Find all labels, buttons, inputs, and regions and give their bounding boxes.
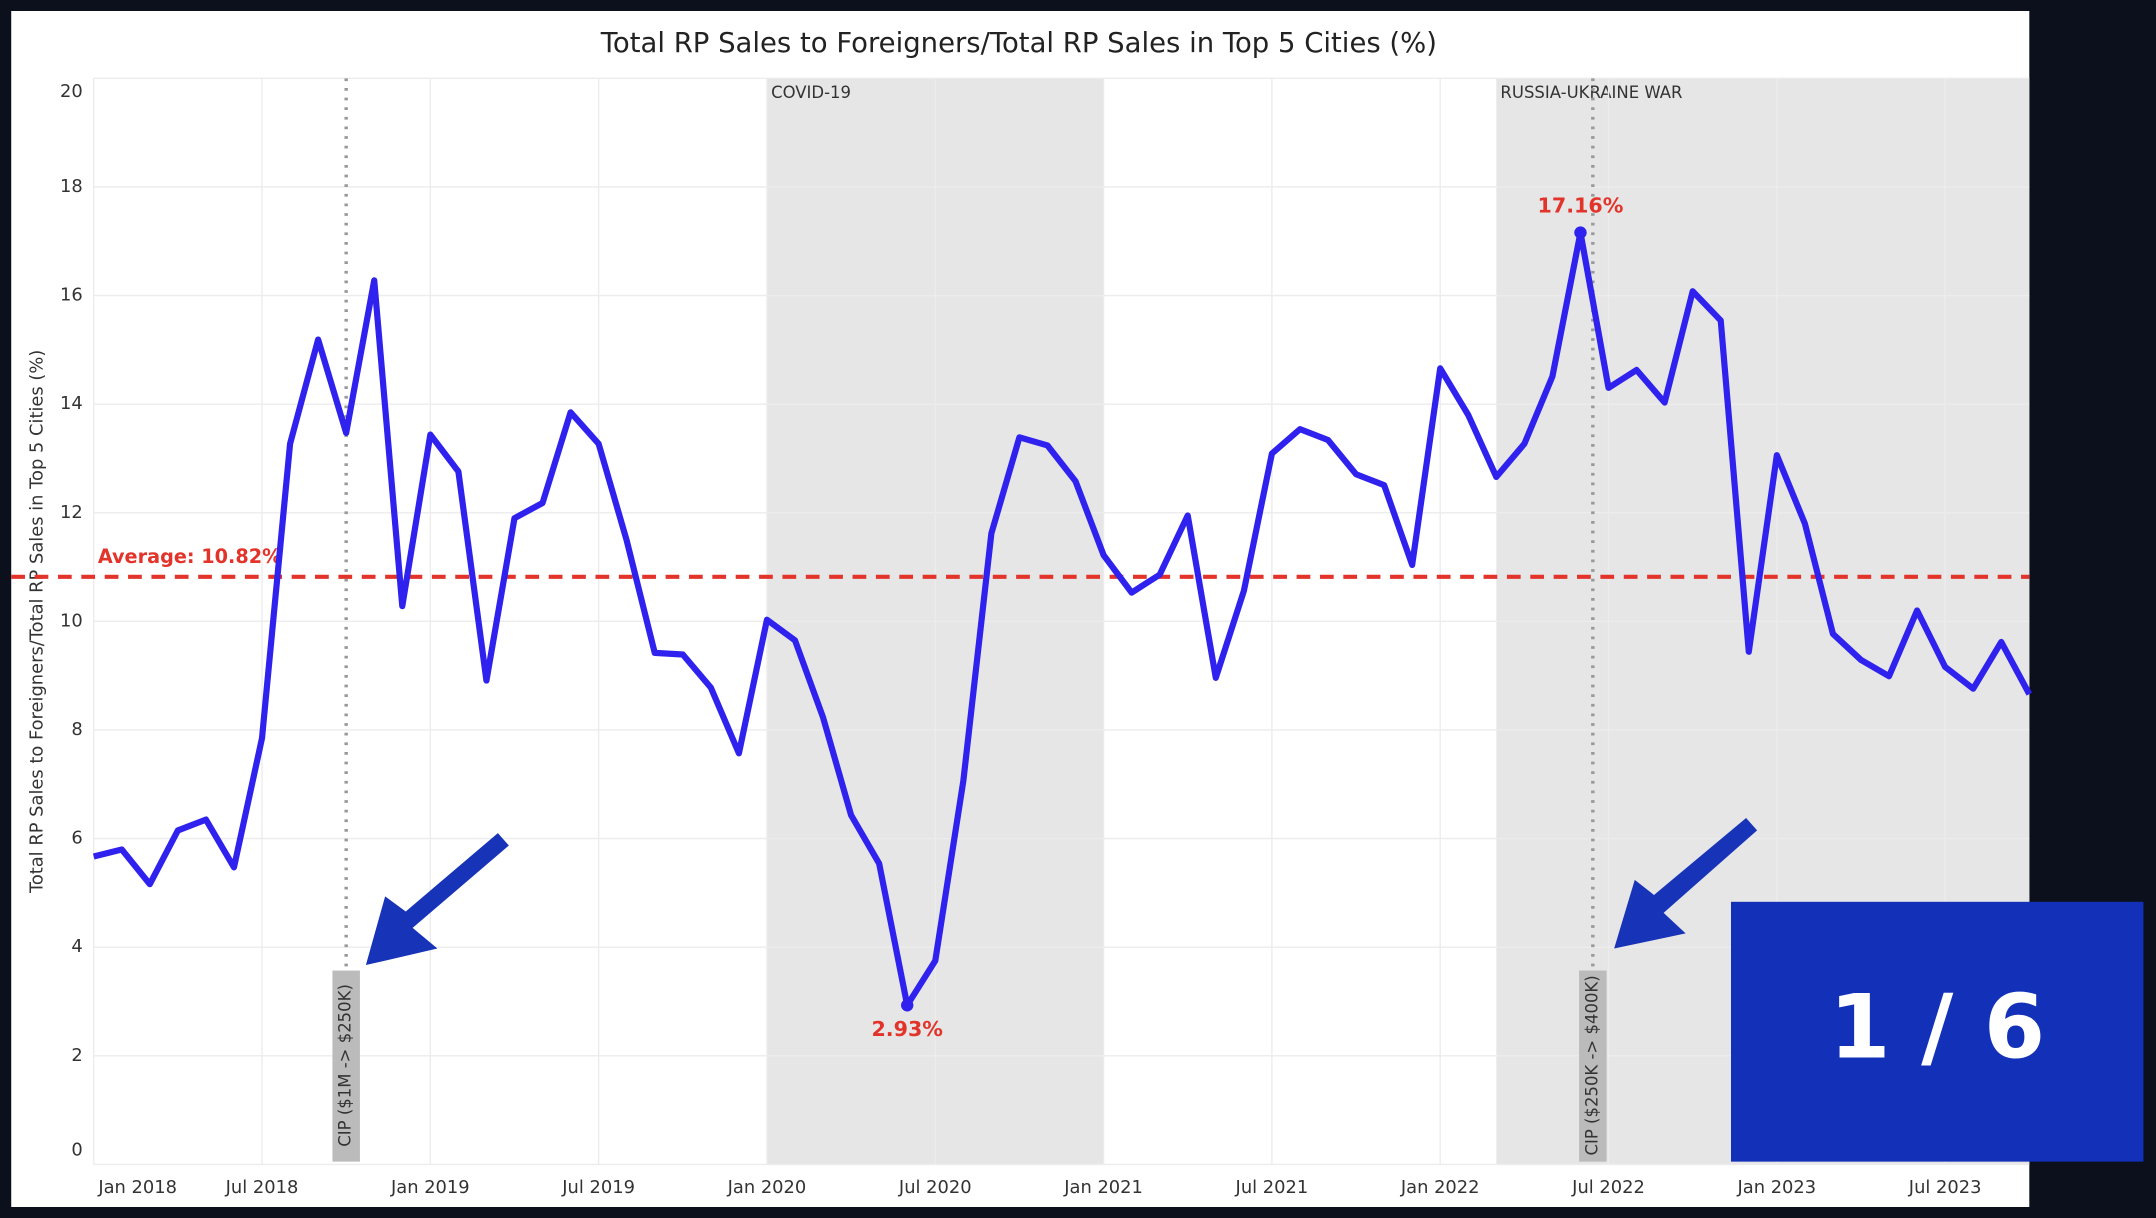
x-tick-label: Jan 2021 — [1063, 1177, 1143, 1198]
point-label: 17.16% — [1538, 193, 1624, 217]
period-label: COVID-19 — [771, 83, 851, 102]
point-marker — [1574, 226, 1587, 239]
x-tick-label: Jul 2022 — [1571, 1177, 1645, 1198]
average-label: Average: 10.82% — [98, 545, 282, 568]
y-tick-label: 8 — [71, 719, 82, 740]
x-tick-label: Jul 2023 — [1908, 1177, 1982, 1198]
arrow — [365, 833, 509, 966]
y-tick-label: 20 — [60, 81, 83, 102]
y-tick-label: 12 — [60, 502, 83, 523]
y-tick-label: 10 — [60, 610, 83, 631]
period-label: RUSSIA-UKRAINE WAR — [1500, 83, 1682, 102]
event-label-box — [332, 970, 360, 1162]
x-tick-label: Jan 2018 — [97, 1177, 177, 1198]
y-tick-label: 16 — [60, 285, 83, 306]
y-axis-label: Total RP Sales to Foreigners/Total RP Sa… — [26, 350, 47, 894]
arrow — [1614, 817, 1758, 949]
y-tick-label: 2 — [71, 1045, 82, 1066]
x-tick-label: Jan 2019 — [390, 1177, 470, 1198]
x-tick-label: Jul 2018 — [225, 1177, 299, 1198]
x-tick-label: Jan 2022 — [1400, 1177, 1480, 1198]
y-tick-label: 4 — [71, 936, 82, 957]
x-tick-label: Jan 2023 — [1736, 1177, 1816, 1198]
event-label: CIP ($1M -> $250K) — [336, 984, 355, 1147]
chart-title: Total RP Sales to Foreigners/Total RP Sa… — [600, 27, 1437, 59]
point-label: 2.93% — [871, 1017, 943, 1041]
event-label-box — [1579, 970, 1607, 1162]
page-indicator-box — [1730, 901, 2144, 1162]
point-marker — [901, 999, 914, 1012]
x-tick-label: Jul 2020 — [898, 1177, 972, 1198]
y-tick-label: 6 — [71, 828, 82, 849]
page-indicator: 1 / 6 — [1829, 976, 2045, 1079]
event-label: CIP ($250K -> $400K) — [1582, 975, 1601, 1155]
x-tick-label: Jul 2019 — [561, 1177, 635, 1198]
y-tick-label: 14 — [60, 393, 83, 414]
y-tick-label: 0 — [71, 1140, 82, 1161]
x-tick-label: Jan 2020 — [727, 1177, 807, 1198]
data-line — [92, 229, 2033, 1009]
y-tick-label: 18 — [60, 176, 83, 197]
x-tick-label: Jul 2021 — [1235, 1177, 1309, 1198]
